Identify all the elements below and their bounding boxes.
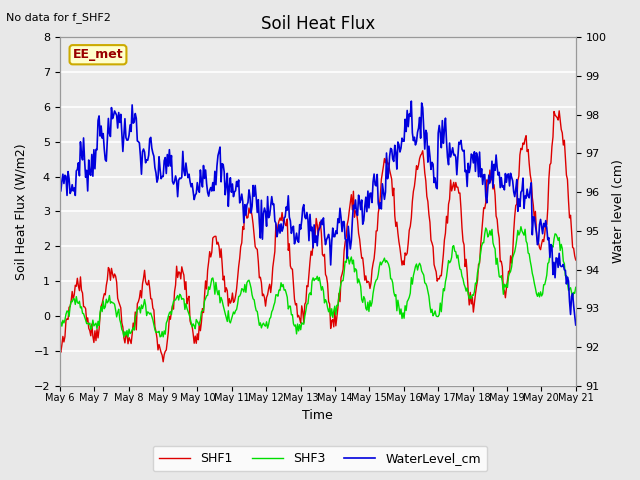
SHF1 xyxy=(56,348,63,353)
SHF3 xyxy=(364,299,372,305)
WaterLevel_cm xyxy=(304,216,312,222)
Y-axis label: Water level (cm): Water level (cm) xyxy=(612,159,625,264)
SHF3 xyxy=(305,292,313,298)
SHF1 xyxy=(336,299,344,305)
SHF3 xyxy=(56,328,63,334)
WaterLevel_cm xyxy=(561,267,568,273)
SHF3 xyxy=(480,240,488,246)
SHF1 xyxy=(561,154,569,160)
WaterLevel_cm xyxy=(363,209,371,215)
SHF3 xyxy=(517,224,525,229)
Y-axis label: Soil Heat Flux (W/m2): Soil Heat Flux (W/m2) xyxy=(15,143,28,280)
SHF3 xyxy=(336,287,344,292)
WaterLevel_cm xyxy=(408,98,415,104)
SHF3 xyxy=(572,285,580,290)
WaterLevel_cm xyxy=(56,173,63,179)
Line: SHF3: SHF3 xyxy=(60,227,576,337)
SHF3 xyxy=(120,334,128,340)
WaterLevel_cm xyxy=(480,172,488,178)
WaterLevel_cm xyxy=(335,220,343,226)
Title: Soil Heat Flux: Soil Heat Flux xyxy=(260,15,375,33)
Line: WaterLevel_cm: WaterLevel_cm xyxy=(60,101,576,325)
SHF1 xyxy=(364,278,372,284)
SHF1 xyxy=(159,359,167,365)
SHF3 xyxy=(561,273,569,279)
SHF1 xyxy=(302,299,310,305)
WaterLevel_cm xyxy=(572,322,580,328)
Text: EE_met: EE_met xyxy=(73,48,124,61)
SHF1 xyxy=(572,257,580,263)
Legend: SHF1, SHF3, WaterLevel_cm: SHF1, SHF3, WaterLevel_cm xyxy=(153,446,487,471)
SHF1 xyxy=(556,108,563,114)
SHF3 xyxy=(302,308,310,313)
X-axis label: Time: Time xyxy=(302,409,333,422)
SHF1 xyxy=(480,205,488,211)
Line: SHF1: SHF1 xyxy=(60,111,576,362)
WaterLevel_cm xyxy=(301,214,308,220)
SHF1 xyxy=(305,271,313,277)
Text: No data for f_SHF2: No data for f_SHF2 xyxy=(6,12,111,23)
